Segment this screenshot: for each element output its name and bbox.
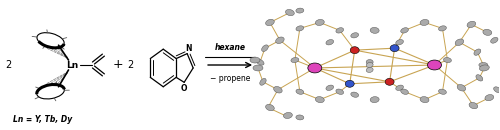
Ellipse shape bbox=[490, 37, 498, 43]
Ellipse shape bbox=[296, 26, 304, 31]
Ellipse shape bbox=[256, 59, 264, 65]
Ellipse shape bbox=[444, 57, 452, 63]
Ellipse shape bbox=[308, 63, 322, 73]
Ellipse shape bbox=[351, 92, 358, 97]
Ellipse shape bbox=[253, 65, 263, 71]
Ellipse shape bbox=[345, 80, 354, 87]
Ellipse shape bbox=[262, 45, 268, 51]
Ellipse shape bbox=[400, 28, 408, 33]
Ellipse shape bbox=[420, 20, 429, 25]
Ellipse shape bbox=[366, 63, 373, 67]
Ellipse shape bbox=[336, 28, 344, 33]
Text: 2: 2 bbox=[127, 60, 134, 70]
Ellipse shape bbox=[385, 78, 394, 85]
Ellipse shape bbox=[396, 40, 404, 45]
Text: Ln: Ln bbox=[66, 60, 78, 70]
Ellipse shape bbox=[391, 46, 398, 51]
Ellipse shape bbox=[370, 27, 379, 33]
Ellipse shape bbox=[483, 29, 492, 35]
Ellipse shape bbox=[469, 102, 478, 109]
Ellipse shape bbox=[438, 89, 446, 94]
Ellipse shape bbox=[390, 45, 399, 52]
Ellipse shape bbox=[480, 65, 490, 71]
Ellipse shape bbox=[457, 84, 466, 91]
Ellipse shape bbox=[386, 79, 393, 84]
Ellipse shape bbox=[316, 20, 324, 25]
Ellipse shape bbox=[476, 75, 483, 81]
Text: hexane: hexane bbox=[214, 43, 246, 52]
Ellipse shape bbox=[396, 85, 404, 90]
Text: N: N bbox=[185, 44, 192, 53]
Ellipse shape bbox=[326, 40, 334, 45]
Ellipse shape bbox=[346, 81, 353, 86]
Ellipse shape bbox=[336, 89, 344, 94]
Ellipse shape bbox=[266, 19, 274, 26]
Ellipse shape bbox=[296, 115, 304, 120]
Ellipse shape bbox=[428, 60, 442, 70]
Ellipse shape bbox=[467, 21, 475, 28]
Ellipse shape bbox=[250, 57, 260, 63]
Ellipse shape bbox=[350, 47, 359, 54]
Ellipse shape bbox=[455, 39, 464, 46]
Ellipse shape bbox=[474, 49, 481, 55]
Text: Ln = Y, Tb, Dy: Ln = Y, Tb, Dy bbox=[13, 115, 72, 124]
Ellipse shape bbox=[370, 97, 379, 103]
Ellipse shape bbox=[291, 57, 299, 63]
Ellipse shape bbox=[351, 48, 358, 53]
Text: O: O bbox=[181, 84, 188, 93]
Ellipse shape bbox=[485, 95, 494, 101]
Ellipse shape bbox=[420, 97, 429, 103]
Ellipse shape bbox=[296, 89, 304, 94]
Ellipse shape bbox=[266, 104, 274, 111]
Text: − propene: − propene bbox=[210, 74, 250, 83]
Ellipse shape bbox=[274, 86, 282, 93]
Ellipse shape bbox=[366, 67, 373, 72]
Ellipse shape bbox=[316, 97, 324, 103]
Text: +: + bbox=[113, 58, 124, 72]
Ellipse shape bbox=[494, 87, 500, 93]
Ellipse shape bbox=[276, 37, 284, 44]
Ellipse shape bbox=[286, 9, 294, 16]
Ellipse shape bbox=[296, 8, 304, 13]
Text: 2: 2 bbox=[6, 60, 12, 70]
Ellipse shape bbox=[326, 85, 334, 90]
Ellipse shape bbox=[260, 78, 266, 85]
Ellipse shape bbox=[479, 63, 488, 67]
Ellipse shape bbox=[351, 33, 358, 38]
Ellipse shape bbox=[400, 89, 408, 94]
Ellipse shape bbox=[284, 112, 292, 118]
Ellipse shape bbox=[366, 60, 373, 64]
Ellipse shape bbox=[438, 26, 446, 31]
